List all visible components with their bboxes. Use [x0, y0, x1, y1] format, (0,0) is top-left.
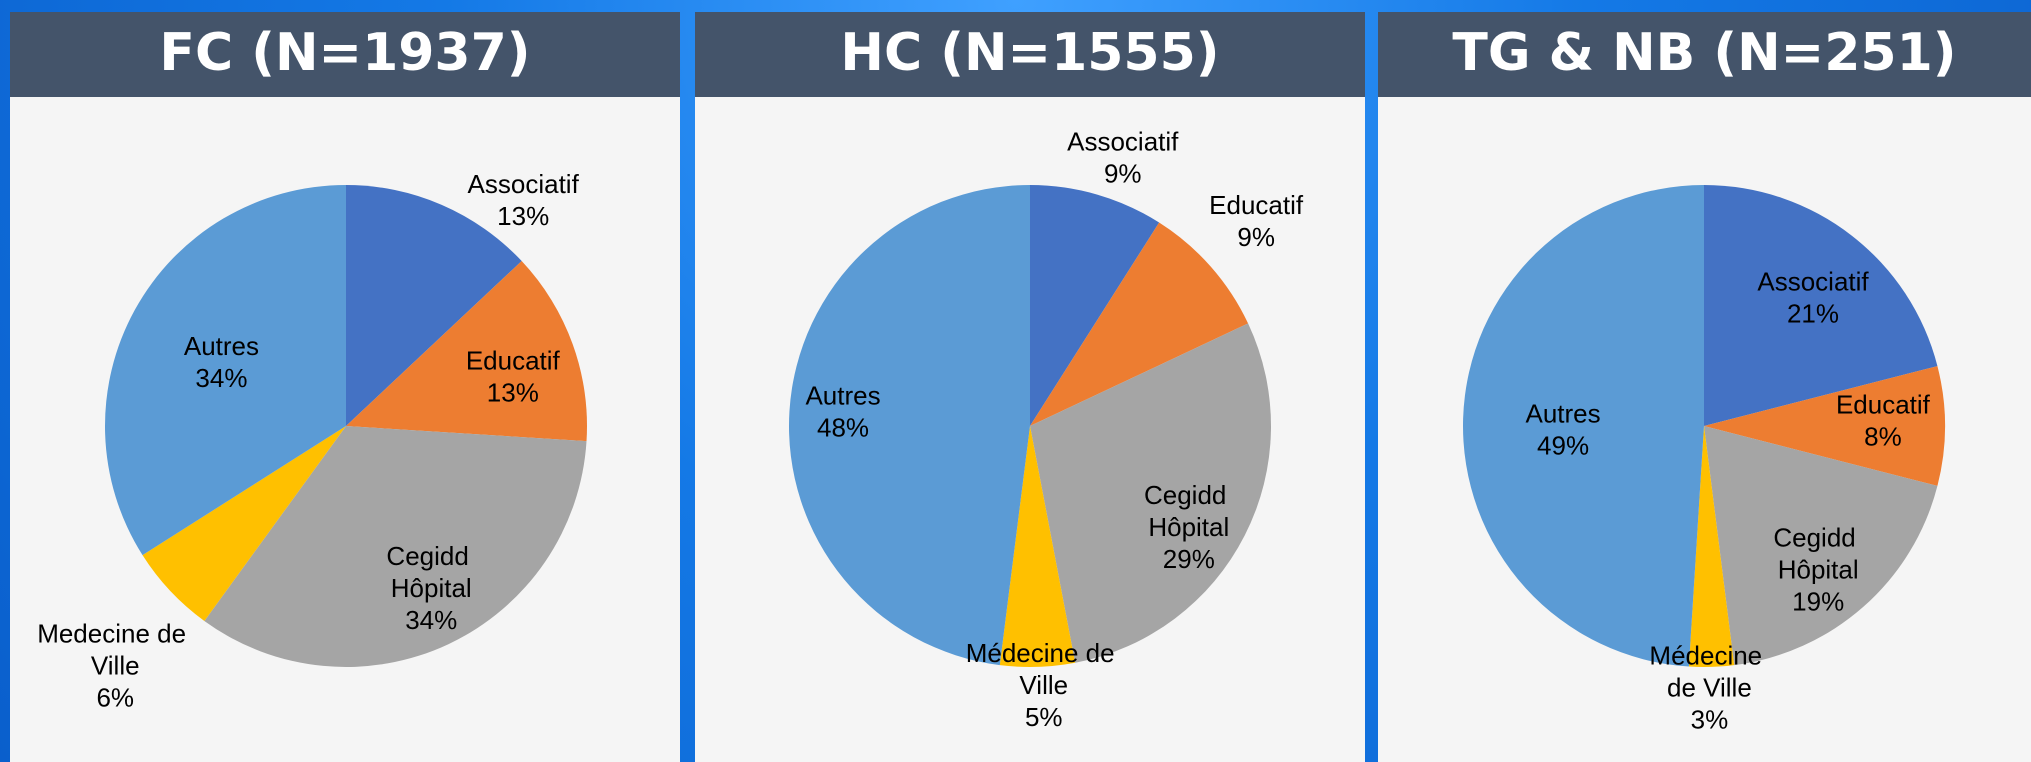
slice-value-label: 19%: [1792, 587, 1844, 617]
pie-slice: [999, 426, 1076, 668]
slice-label: Médecine de Ville: [966, 638, 1122, 700]
slice-value-label: 9%: [1104, 158, 1142, 188]
pie-slice: [1030, 323, 1271, 663]
slice-label: Autres: [184, 331, 259, 361]
slice-label: Médecine de Ville: [1649, 641, 1769, 703]
slice-label: Cegidd Hôpital: [386, 541, 476, 603]
slice-value-label: 29%: [1163, 544, 1215, 574]
slice-value-label: 5%: [1025, 702, 1063, 732]
slice-value-label: 3%: [1691, 705, 1729, 735]
slice-label: Autres: [805, 380, 880, 410]
pie-slice: [1704, 426, 1938, 666]
slice-value-label: 6%: [96, 683, 134, 713]
slice-label: Medecine de Ville: [37, 619, 193, 681]
slice-value-label: 48%: [817, 412, 869, 442]
slice-value-label: 34%: [405, 605, 457, 635]
panel-header: [10, 12, 680, 97]
slice-label: Educatif: [466, 345, 561, 375]
pie-slice: [1030, 185, 1160, 426]
slice-label: Associatif: [1067, 126, 1179, 156]
pie-slice: [346, 261, 587, 442]
pie-slice: [1688, 426, 1735, 667]
pie-slice: [104, 185, 347, 556]
slice-value-label: 49%: [1537, 430, 1589, 460]
slice-label: Associatif: [468, 169, 580, 199]
chart-title: FC (N=1937): [159, 23, 530, 83]
slice-label: Educatif: [1209, 190, 1304, 220]
chart-title: HC (N=1555): [840, 23, 1219, 83]
slice-label: Cegidd Hôpital: [1144, 480, 1234, 542]
pie-slice: [1704, 366, 1946, 486]
pie-slice: [346, 185, 522, 426]
slice-label: Autres: [1525, 398, 1600, 428]
slice-label: Associatif: [1757, 266, 1869, 296]
slice-label: Educatif: [1836, 389, 1931, 419]
slice-value-label: 8%: [1864, 421, 1902, 451]
slice-value-label: 21%: [1787, 298, 1839, 328]
slice-value-label: 13%: [487, 377, 539, 407]
pie-slice: [1462, 185, 1704, 667]
slice-value-label: 13%: [497, 201, 549, 231]
pie-slice: [142, 426, 346, 621]
pie-slice: [1030, 222, 1249, 426]
panel-header: [695, 12, 1365, 97]
slice-value-label: 9%: [1237, 222, 1275, 252]
slice-value-label: 34%: [195, 363, 247, 393]
pie-slice: [204, 426, 587, 667]
pie-slice: [788, 185, 1030, 666]
slice-label: Cegidd Hôpital: [1773, 523, 1863, 585]
chart-title: TG & NB (N=251): [1452, 23, 1956, 83]
panel-header: [1378, 12, 2031, 97]
pie-slice: [1704, 185, 1938, 426]
